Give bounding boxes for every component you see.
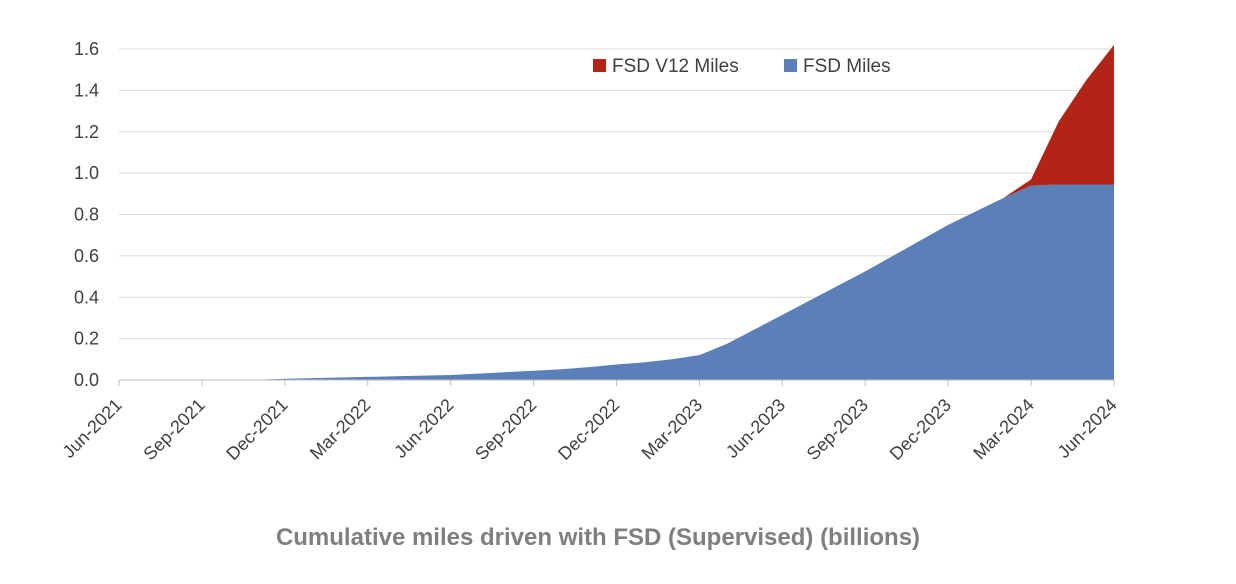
x-tick-label: Mar-2023 — [638, 395, 707, 464]
legend-swatch-fsd-v12-miles — [593, 59, 606, 72]
x-tick-label: Mar-2024 — [969, 395, 1038, 464]
y-tick-label: 1.6 — [74, 39, 99, 59]
x-tick-label: Jun-2021 — [59, 395, 126, 462]
x-tick-label: Dec-2022 — [554, 395, 623, 464]
legend-label-fsd-miles: FSD Miles — [803, 56, 891, 77]
y-tick-label: 1.0 — [74, 163, 99, 183]
area-fsd-miles — [119, 184, 1114, 380]
x-tick-label: Jun-2023 — [722, 395, 789, 462]
y-axis-ticks: 0.0 0.2 0.4 0.6 0.8 1.0 1.2 1.4 1.6 — [74, 39, 99, 390]
x-tick-label: Mar-2022 — [306, 395, 375, 464]
y-tick-label: 0.2 — [74, 329, 99, 349]
x-tick-label: Sep-2021 — [139, 395, 208, 464]
x-tick-label: Dec-2021 — [222, 395, 291, 464]
x-tick-label: Dec-2023 — [886, 395, 955, 464]
chart-title: Cumulative miles driven with FSD (Superv… — [276, 524, 920, 551]
y-tick-label: 0.6 — [74, 246, 99, 266]
x-tick-label: Sep-2022 — [471, 395, 540, 464]
legend: FSD V12 Miles FSD Miles — [593, 56, 891, 77]
x-axis-ticks: Jun-2021 Sep-2021 Dec-2021 Mar-2022 Jun-2022… — [59, 380, 1121, 464]
legend-label-fsd-v12-miles: FSD V12 Miles — [612, 56, 739, 77]
legend-swatch-fsd-miles — [784, 59, 797, 72]
grid-lines — [119, 48, 1114, 340]
y-tick-label: 0.0 — [74, 370, 99, 390]
y-tick-label: 0.8 — [74, 205, 99, 225]
y-tick-label: 0.4 — [74, 287, 99, 307]
plot-areas — [119, 44, 1114, 381]
y-tick-label: 1.4 — [74, 80, 99, 100]
y-tick-label: 1.2 — [74, 122, 99, 142]
x-tick-label: Jun-2024 — [1054, 395, 1121, 462]
x-tick-label: Jun-2022 — [390, 395, 457, 462]
x-tick-label: Sep-2023 — [803, 395, 872, 464]
